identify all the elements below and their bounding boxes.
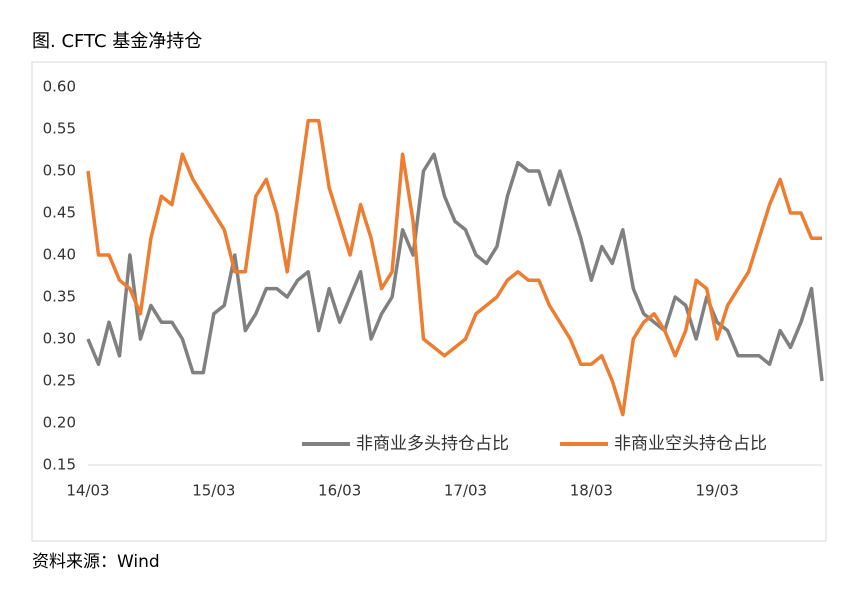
y-tick-label: 0.50	[43, 162, 76, 180]
y-tick-label: 0.60	[43, 78, 76, 96]
y-tick-label: 0.55	[43, 120, 76, 138]
y-tick-label: 0.45	[43, 204, 76, 222]
y-tick-label: 0.35	[43, 288, 76, 306]
legend-label: 非商业空头持仓占比	[614, 434, 767, 454]
series-line	[86, 152, 824, 382]
x-tick-label: 15/03	[192, 482, 235, 500]
y-tick-label: 0.25	[43, 372, 76, 390]
y-tick-label: 0.30	[43, 330, 76, 348]
y-tick-label: 0.40	[43, 246, 76, 264]
x-tick-label: 18/03	[570, 482, 613, 500]
x-tick-label: 16/03	[318, 482, 361, 500]
legend-label: 非商业多头持仓占比	[356, 434, 509, 454]
chart-frame	[31, 61, 827, 542]
x-tick-label: 14/03	[66, 482, 109, 500]
y-tick-label: 0.15	[43, 456, 76, 474]
series-line	[86, 118, 822, 417]
x-tick-label: 19/03	[696, 482, 739, 500]
chart-title: 图. CFTC 基金净持仓	[32, 31, 202, 52]
y-tick-label: 0.20	[43, 414, 76, 432]
source: 资料来源：Wind	[32, 552, 160, 572]
x-tick-label: 17/03	[444, 482, 487, 500]
